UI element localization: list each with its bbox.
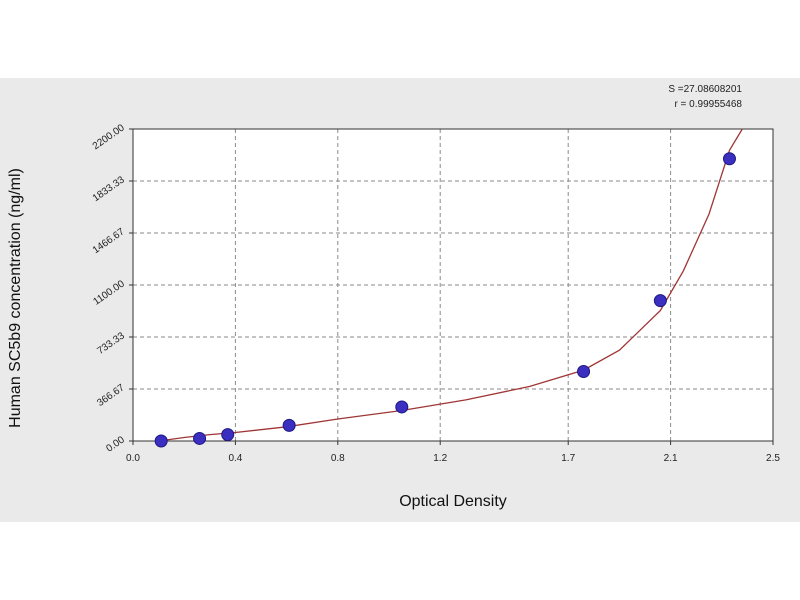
y-tick-label: 1833.33 — [91, 174, 127, 204]
x-axis-title: Optical Density — [399, 493, 507, 510]
data-point — [193, 431, 207, 445]
x-tick-label: 2.5 — [766, 453, 780, 464]
data-point — [722, 152, 736, 166]
data-point — [221, 428, 235, 442]
x-tick-label: 2.1 — [664, 453, 678, 464]
data-point — [577, 365, 591, 379]
y-tick-label: 366.67 — [95, 382, 127, 409]
fit-stat-r: r = 0.99955468 — [674, 99, 742, 110]
plot-frame — [132, 128, 774, 442]
x-tick-label: 0.8 — [331, 453, 345, 464]
fit-stat-s: S =27.08608201 — [668, 84, 742, 95]
y-tick-label: 733.33 — [95, 330, 127, 357]
y-tick-label: 1100.00 — [91, 278, 127, 308]
x-tick-label: 0.0 — [126, 453, 140, 464]
data-point — [282, 418, 296, 432]
y-axis-title: Human SC5b9 concentration (ng/ml) — [7, 168, 24, 428]
data-points — [154, 152, 736, 448]
y-tick-label: 1466.67 — [91, 226, 127, 256]
x-tick-label: 1.2 — [433, 453, 447, 464]
data-point — [653, 294, 667, 308]
data-point — [395, 400, 409, 414]
data-point — [154, 434, 168, 448]
y-tick-label: 2200.00 — [91, 122, 127, 152]
y-tick-label: 0.00 — [104, 434, 127, 454]
axes — [129, 128, 774, 445]
grid-lines — [133, 129, 773, 441]
x-tick-label: 1.7 — [561, 453, 575, 464]
tick-labels: 0.0 0.4 0.8 1.2 1.7 2.1 2.5 0.00 366.67 733.33 110… — [91, 122, 781, 464]
x-tick-label: 0.4 — [228, 453, 242, 464]
